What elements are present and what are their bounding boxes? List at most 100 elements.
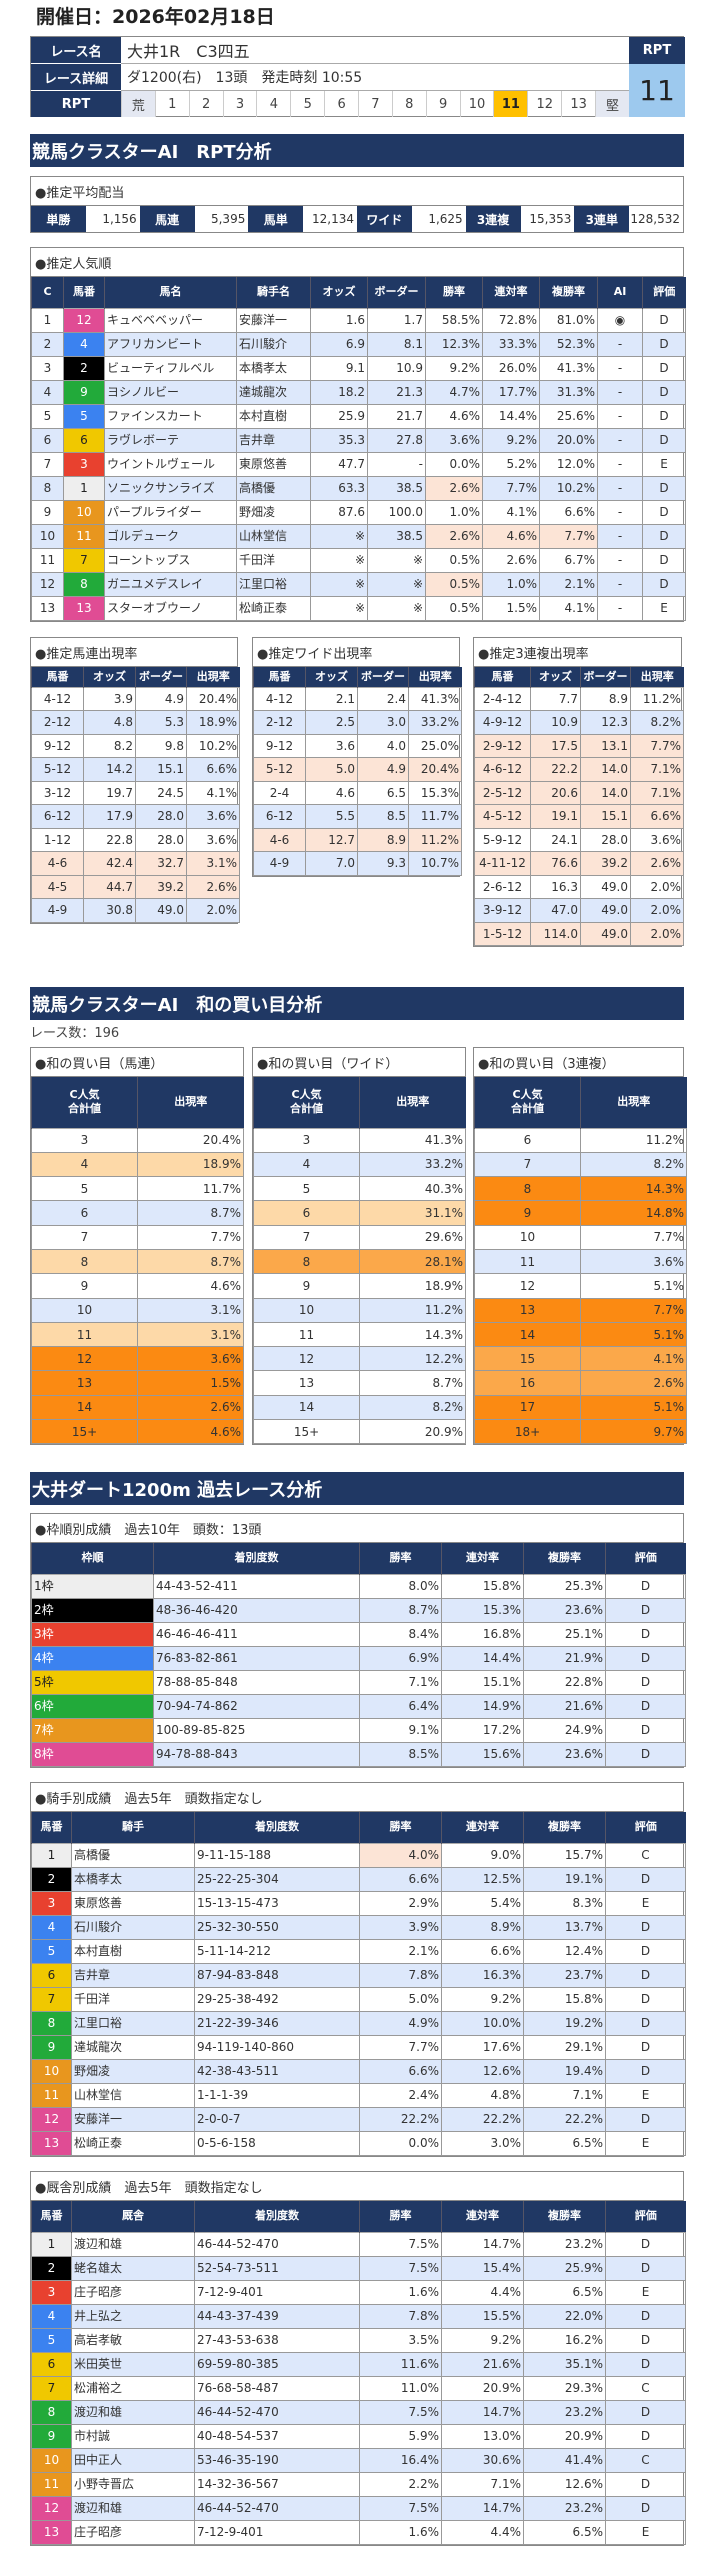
table-cell: 15+	[31, 1419, 138, 1445]
table-cell: 81.0%	[539, 307, 598, 333]
table-cell: E	[642, 451, 686, 477]
table-cell: 10.9	[367, 355, 426, 381]
table-row: 6 米田英世 69-59-80-385 11.6% 21.6% 35.1% D	[31, 2351, 686, 2377]
table-cell: 3.6%	[630, 827, 684, 852]
table-cell: 13	[63, 595, 105, 621]
table-cell: 13.1	[580, 733, 631, 758]
table-cell: D	[605, 2231, 686, 2257]
table-cell: 25.3%	[523, 1573, 606, 1599]
table-cell: 15	[474, 1346, 581, 1372]
table-cell: 2.5	[305, 710, 358, 735]
table-cell: 12.6%	[441, 2058, 524, 2084]
column-header: 馬番	[31, 667, 84, 687]
table-cell: 4	[31, 1914, 72, 1940]
table-cell: 1.0%	[482, 571, 540, 597]
table-row: 3 東原悠善 15-13-15-473 2.9% 5.4% 8.3% E	[31, 1890, 686, 1916]
table-cell: 7.5%	[359, 2255, 442, 2281]
column-header: 出現率	[580, 1077, 687, 1128]
table-cell: 7	[63, 547, 105, 573]
table-cell: 渡辺和雄	[71, 2495, 195, 2521]
table-cell: ファインスカート	[104, 403, 237, 429]
table-cell: -	[597, 451, 643, 477]
table-row: 6 31.1%	[253, 1200, 466, 1226]
table-cell: 19.2%	[523, 2010, 606, 2036]
table-cell: 5.9%	[359, 2423, 442, 2449]
table-cell: 2	[31, 331, 64, 357]
table-row: 4-9 7.0 9.3 10.7%	[253, 851, 462, 876]
table-cell: 4-6	[31, 851, 84, 876]
table-cell: 9.2%	[441, 2327, 524, 2353]
table-row: 2 蛯名雄太 52-54-73-511 7.5% 15.4% 25.9% D	[31, 2255, 686, 2281]
table-cell: 16.3	[530, 874, 581, 899]
table-cell: 14.4%	[441, 1645, 524, 1671]
table-cell: 2.6%	[137, 1394, 244, 1421]
table-cell: 井上弘之	[71, 2303, 195, 2329]
table-row: 13 7.7%	[474, 1297, 687, 1323]
column-header: 連対率	[482, 277, 540, 308]
table-cell: 4-9	[31, 898, 84, 923]
table-cell: -	[597, 571, 643, 597]
table-cell: 5	[253, 1176, 360, 1202]
table-cell: 15.6%	[441, 1741, 524, 1767]
table-cell: 8	[31, 2399, 72, 2425]
table-cell: 6.4%	[359, 1693, 442, 1719]
table-cell: 3.6%	[425, 427, 483, 453]
payout-value: 1,156	[102, 212, 137, 226]
table-cell: 58.5%	[425, 307, 483, 333]
table-cell: 9-12	[31, 733, 84, 758]
table-row: 1-5-12 114.0 49.0 2.0%	[474, 921, 684, 946]
table-cell: 53-46-35-190	[194, 2447, 360, 2473]
table-cell: ソニックサンライズ	[104, 475, 237, 501]
table-row: 5-12 5.0 4.9 20.4%	[253, 757, 462, 782]
header-row: C人気 合計値 出現率	[31, 1077, 244, 1128]
table-cell: 本橋孝太	[71, 1866, 195, 1892]
table-cell: 6.5%	[523, 2130, 606, 2156]
table-cell: 1.0%	[425, 499, 483, 525]
table-cell: 48-36-46-420	[153, 1597, 360, 1623]
table-row: 11 3.6%	[474, 1248, 687, 1275]
column-header: 出現率	[359, 1077, 466, 1128]
table-cell: ◉	[597, 307, 643, 333]
race-detail-label: レース詳細	[31, 64, 121, 91]
table-row: 16 2.6%	[474, 1370, 687, 1396]
race-detail: ダ1200(右) 13頭 発走時刻 10:55	[121, 64, 629, 91]
column-header: 厩舎	[71, 2201, 195, 2232]
table-cell: 8.7%	[137, 1200, 244, 1226]
table-cell: 26.0%	[482, 355, 540, 381]
table-cell: 21.7	[367, 403, 426, 429]
table-cell: 6.9	[310, 331, 368, 357]
table-row: 12 12.2%	[253, 1346, 466, 1372]
table-cell: 5-12	[253, 757, 306, 782]
table-row: 2枠 48-36-46-420 8.7% 15.3% 23.6% D	[31, 1597, 686, 1623]
table-cell: 5	[31, 2327, 72, 2353]
table-cell: 6.6%	[441, 1938, 524, 1964]
column-header: C人気 合計値	[474, 1077, 581, 1128]
table-row: 4-5 44.7 39.2 2.6%	[31, 874, 240, 899]
table-cell: 0.5%	[425, 571, 483, 597]
table-row: 1 渡辺和雄 46-44-52-470 7.5% 14.7% 23.2% D	[31, 2231, 686, 2257]
table-title: ●推定ワイド出現率	[253, 638, 459, 667]
table-cell: 49.0	[580, 898, 631, 923]
table-cell: D	[605, 1962, 686, 1988]
table-cell: 28.1%	[359, 1248, 466, 1275]
table-row: 4-6 12.7 8.9 11.2%	[253, 827, 462, 852]
table-row: 2-12 2.5 3.0 33.2%	[253, 710, 462, 735]
table-cell: 1.6	[310, 307, 368, 333]
table-row: 5 本村直樹 5-11-14-212 2.1% 6.6% 12.4% D	[31, 1938, 686, 1964]
table-row: 12 8 ガニユメデスレイ 江里口裕 ※ ※ 0.5% 1.0% 2.1% - D	[31, 571, 686, 597]
table-cell: 4.1%	[539, 595, 598, 621]
table-cell: 0.0%	[425, 451, 483, 477]
table-cell: 11.2%	[630, 686, 684, 711]
column-header: 着別度数	[153, 1543, 360, 1574]
table-cell: 23.2%	[523, 2495, 606, 2521]
table-cell: 3.5%	[359, 2327, 442, 2353]
table-cell: D	[605, 1669, 686, 1695]
table-cell: 5.3	[135, 710, 187, 735]
column-header: 馬番	[63, 277, 105, 308]
table-cell: -	[597, 403, 643, 429]
payout-value: 128,532	[630, 212, 681, 226]
table-cell: 12.3%	[425, 331, 483, 357]
table-row: 8 8.7%	[31, 1248, 244, 1275]
table-row: 11 14.3%	[253, 1321, 466, 1348]
table-cell: 10	[474, 1224, 581, 1250]
